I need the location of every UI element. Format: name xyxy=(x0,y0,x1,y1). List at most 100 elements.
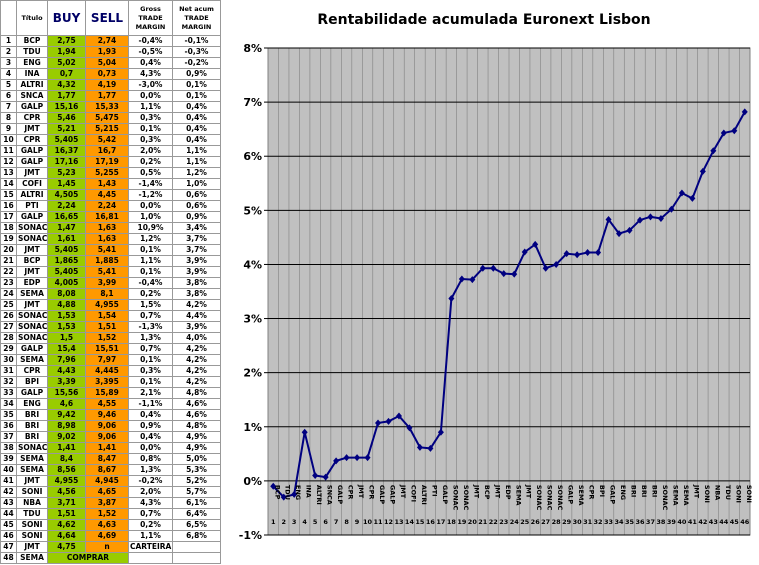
table-cell: JMT xyxy=(16,266,48,278)
point-marker xyxy=(333,457,340,465)
table-cell: INA xyxy=(16,68,48,80)
table-cell: 5,215 xyxy=(85,123,129,135)
table-cell: 10,9% xyxy=(128,222,173,234)
table-cell: 5,0% xyxy=(172,453,221,465)
x-category-label: BCP xyxy=(273,485,281,500)
table-cell: 1,3% xyxy=(128,332,173,344)
table-cell: 4,2% xyxy=(172,343,221,355)
table-cell: 0,7% xyxy=(128,310,173,322)
table-cell: -1,4% xyxy=(128,178,173,190)
table-cell: EDP xyxy=(16,277,48,289)
x-category-label: SNCA xyxy=(326,485,334,505)
table-cell: 4,005 xyxy=(47,277,86,289)
point-marker xyxy=(657,214,664,222)
table-cell: 15 xyxy=(0,189,17,201)
table-cell: 8 xyxy=(0,112,17,124)
x-category-label: BPI xyxy=(598,485,606,497)
table-cell: JMT xyxy=(16,299,48,311)
y-tick-label: 4% xyxy=(243,258,262,271)
table-cell: 22 xyxy=(0,266,17,278)
table-cell: 9,42 xyxy=(47,409,86,421)
x-category-label: ALTRI xyxy=(315,485,323,505)
x-category-label: ENG xyxy=(294,485,302,500)
table-cell: 16 xyxy=(0,200,17,212)
table-cell: 24 xyxy=(0,288,17,300)
x-row-number: 20 xyxy=(468,518,478,526)
table-cell: 0,2% xyxy=(128,288,173,300)
table-cell: 34 xyxy=(0,398,17,410)
point-marker xyxy=(395,412,402,420)
y-tick-label: 7% xyxy=(243,96,262,109)
table-cell: 2,24 xyxy=(47,200,86,212)
table-cell: 4,62 xyxy=(47,519,86,531)
table-cell: 1,43 xyxy=(85,178,129,190)
x-category-label: TDU xyxy=(724,485,732,500)
x-row-number: 9 xyxy=(355,518,360,526)
table-row: 41 JMT 4,955 4,945 -0,2% 5,2% xyxy=(0,475,221,487)
table-row: 4 INA 0,7 0,73 4,3% 0,9% xyxy=(0,68,221,80)
x-row-number: 15 xyxy=(415,518,425,526)
table-cell: 5,475 xyxy=(85,112,129,124)
table-cell: 8,08 xyxy=(47,288,86,300)
table-cell: COMPRAR xyxy=(47,552,129,564)
table-cell: GALP xyxy=(16,343,48,355)
table-cell: 6,1% xyxy=(172,497,221,509)
table-cell: JMT xyxy=(16,123,48,135)
column-header: Gross TRADE MARGIN xyxy=(128,0,173,36)
table-cell: 7 xyxy=(0,101,17,113)
table-cell: BRI xyxy=(16,420,48,432)
table-cell: 30 xyxy=(0,354,17,366)
table-cell: 1,2% xyxy=(128,233,173,245)
x-row-number: 6 xyxy=(323,518,328,526)
table-cell: 0,7% xyxy=(128,508,173,520)
table-cell: 3,7% xyxy=(172,244,221,256)
x-row-number: 42 xyxy=(698,518,707,526)
table-cell: 2,0% xyxy=(128,486,173,498)
table-row: 45 SONI 4,62 4,63 0,2% 6,5% xyxy=(0,519,221,531)
x-row-number: 41 xyxy=(688,518,698,526)
table-row: 9 JMT 5,21 5,215 0,1% 0,4% xyxy=(0,123,221,135)
point-marker xyxy=(500,270,507,278)
table-cell: 1,865 xyxy=(47,255,86,267)
table-cell: CPR xyxy=(16,365,48,377)
table-cell: SONAC xyxy=(16,222,48,234)
point-marker xyxy=(343,454,350,462)
x-category-label: NBA xyxy=(713,485,721,500)
table-row: 28 SONAC 1,5 1,52 1,3% 4,0% xyxy=(0,332,221,344)
table-cell: 36 xyxy=(0,420,17,432)
table-cell: 1,1% xyxy=(172,156,221,168)
table-cell: 4,64 xyxy=(47,530,86,542)
table-cell: GALP xyxy=(16,156,48,168)
table-cell: 1,47 xyxy=(47,222,86,234)
table-cell: n xyxy=(85,541,129,553)
x-row-number: 13 xyxy=(394,518,403,526)
x-category-label: SONAC xyxy=(535,485,543,511)
table-cell: 0,2% xyxy=(128,519,173,531)
table-cell: 5,46 xyxy=(47,112,86,124)
table-cell: GALP xyxy=(16,387,48,399)
x-row-number: 22 xyxy=(489,518,498,526)
table-cell: 0,7% xyxy=(128,343,173,355)
point-marker xyxy=(427,444,434,452)
column-header: BUY xyxy=(47,0,86,36)
table-cell: 33 xyxy=(0,387,17,399)
x-category-label: JMT xyxy=(472,484,480,499)
x-row-number: 40 xyxy=(677,518,687,526)
x-row-number: 4 xyxy=(302,518,307,526)
table-cell: 4,63 xyxy=(85,519,129,531)
table-cell: 0,3% xyxy=(128,134,173,146)
table-cell: 47 xyxy=(0,541,17,553)
point-marker xyxy=(668,205,675,213)
x-row-number: 46 xyxy=(740,518,750,526)
point-marker xyxy=(490,264,497,272)
x-category-label: SONAC xyxy=(462,485,470,511)
table-cell: 15,89 xyxy=(85,387,129,399)
x-row-number: 29 xyxy=(562,518,572,526)
table-cell: 5,2% xyxy=(172,475,221,487)
series-line xyxy=(272,111,746,499)
x-row-number: 38 xyxy=(656,518,666,526)
table-cell: 5,21 xyxy=(47,123,86,135)
table-row: 27 SONAC 1,53 1,51 -1,3% 3,9% xyxy=(0,321,221,333)
x-category-label: SONI xyxy=(745,485,753,503)
